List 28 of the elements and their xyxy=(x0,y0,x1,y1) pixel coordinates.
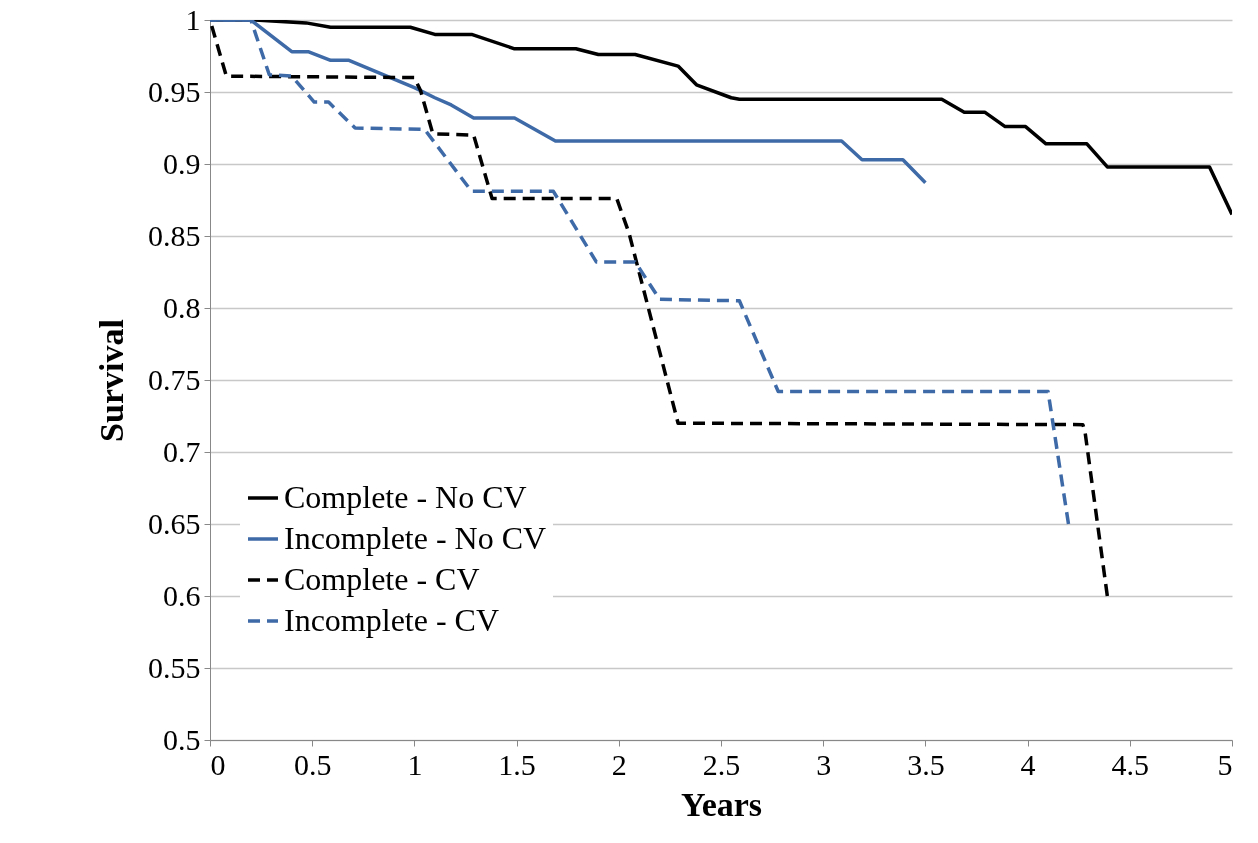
y-tick-label: 0.5 xyxy=(163,722,201,756)
x-tick-label: 4.5 xyxy=(1111,747,1150,781)
x-tick-label: 5 xyxy=(1217,747,1233,781)
y-tick-label: 0.9 xyxy=(163,146,201,180)
x-tick-label: 0 xyxy=(210,747,226,781)
legend-label: Incomplete - No CV xyxy=(284,520,547,556)
y-tick-label: 0.95 xyxy=(148,74,201,108)
x-tick-label: 2 xyxy=(611,747,627,781)
x-tick-label: 2.5 xyxy=(702,747,741,781)
y-tick-label: 0.65 xyxy=(148,506,201,540)
x-tick-label: 3.5 xyxy=(907,747,945,781)
legend-label: Incomplete - CV xyxy=(284,602,500,638)
x-tick-label: 0.5 xyxy=(293,747,332,781)
x-tick-label: 3 xyxy=(816,747,832,781)
x-tick-label: 4 xyxy=(1020,747,1036,781)
x-tick-label: 1 xyxy=(407,747,423,781)
y-tick-label: 1 xyxy=(185,2,201,36)
y-axis-title: Survival xyxy=(93,319,130,442)
y-tick-label: 0.75 xyxy=(148,362,201,396)
y-tick-label: 0.7 xyxy=(163,434,201,468)
x-tick-label: 1.5 xyxy=(498,747,536,781)
y-tick-label: 0.6 xyxy=(163,578,201,612)
y-tick-label: 0.55 xyxy=(148,650,201,684)
legend-label: Complete - No CV xyxy=(284,479,527,515)
y-tick-label: 0.85 xyxy=(148,218,201,252)
x-axis-title: Years xyxy=(680,785,763,823)
y-tick-label: 0.8 xyxy=(163,290,201,324)
legend-label: Complete - CV xyxy=(284,561,480,597)
